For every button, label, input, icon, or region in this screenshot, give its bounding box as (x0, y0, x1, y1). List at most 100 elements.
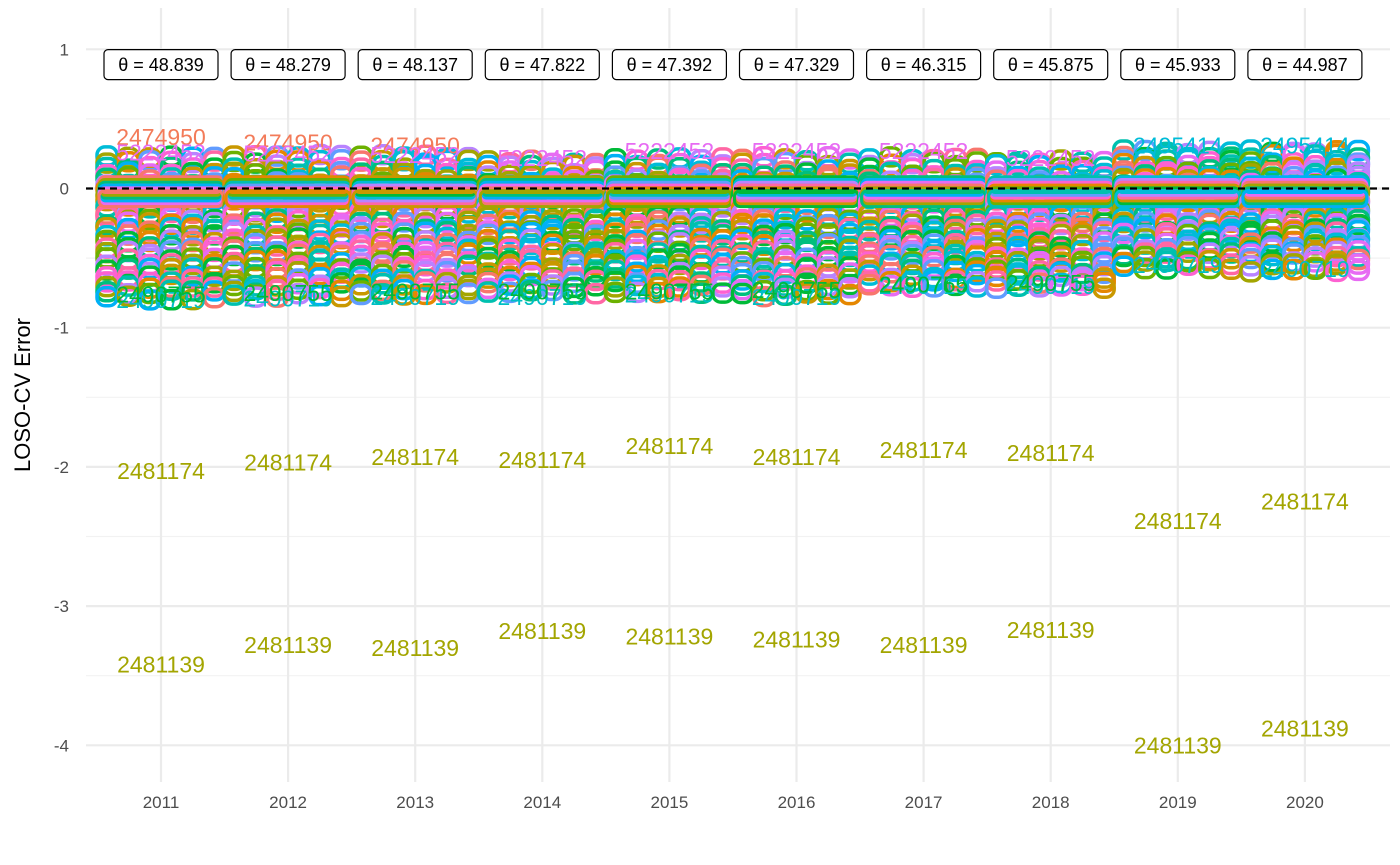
theta-label: θ = 48.137 (357, 49, 473, 81)
x-tick-label: 2020 (1286, 793, 1324, 812)
theta-box (357, 49, 473, 81)
x-tick-label: 2016 (778, 793, 816, 812)
theta-text: θ = 47.392 (627, 55, 713, 75)
station-label: 2481139 (498, 618, 586, 644)
station-cluster (984, 149, 1116, 299)
theta-text: θ = 45.933 (1135, 55, 1221, 75)
theta-box (611, 49, 728, 81)
theta-label: θ = 45.933 (1120, 49, 1236, 81)
y-axis-title: LOSO-CV Error (10, 318, 35, 472)
station-label: 2481174 (498, 447, 586, 473)
station-label-mark (1155, 258, 1179, 280)
station-label: 2481174 (117, 458, 205, 484)
station-label-clusters (95, 139, 1371, 311)
station-label: 2490719 (116, 287, 206, 313)
station-label: 2490719 (625, 281, 715, 307)
station-label: 5222452 (752, 138, 842, 164)
theta-box (230, 49, 346, 81)
theta-box (865, 49, 982, 81)
station-label-mark (265, 286, 289, 308)
y-axis-ticks: 1 0 -1 -2 -3 -4 (54, 40, 69, 755)
station-label: 2490755 (243, 280, 333, 306)
theta-label: θ = 48.839 (103, 49, 219, 81)
station-label: 2490755 (116, 281, 206, 307)
station-cluster (476, 149, 608, 305)
x-tick-label: 2017 (905, 793, 943, 812)
station-label: 2481174 (244, 450, 332, 476)
station-label: 2481174 (753, 444, 841, 470)
station-label: 2481174 (1134, 508, 1222, 534)
station-label: 2481174 (1007, 440, 1095, 466)
station-label-mark (1241, 189, 1369, 209)
station-label: 2481139 (117, 652, 205, 678)
theta-box (738, 49, 855, 81)
theta-label: θ = 47.329 (738, 49, 855, 81)
station-label-mark (838, 283, 862, 306)
theta-text: θ = 47.822 (500, 55, 586, 75)
theta-label: θ = 46.315 (865, 49, 982, 81)
station-label: 2481139 (753, 627, 841, 653)
station-cluster (603, 147, 735, 304)
station-label: 5222452 (243, 141, 333, 167)
station-label: 2490719 (752, 284, 842, 310)
station-label-mark (1092, 277, 1116, 299)
x-tick-label: 2012 (269, 793, 307, 812)
theta-box (484, 49, 600, 81)
station-cluster (730, 145, 862, 308)
theta-box (103, 49, 219, 81)
station-cluster (1239, 139, 1371, 283)
theta-label: θ = 45.875 (993, 49, 1109, 81)
station-label: 2495414 (1260, 132, 1350, 158)
station-label: 2490719 (498, 284, 588, 310)
station-label: 2490755 (879, 272, 969, 298)
x-axis-ticks: 2011 2012 2013 2014 2015 2016 2017 2018 2019 2020 (143, 793, 1324, 812)
station-label: 2481174 (371, 444, 459, 470)
theta-box (1120, 49, 1236, 81)
y-tick-label: -2 (54, 458, 69, 477)
station-label: 2490755 (1006, 270, 1096, 296)
theta-text: θ = 45.875 (1008, 55, 1094, 75)
station-label: 5222452 (116, 139, 206, 165)
x-tick-label: 2018 (1032, 793, 1070, 812)
theta-text: θ = 48.137 (372, 55, 458, 75)
theta-label-boxes: θ = 48.839 θ = 48.279 θ = 48.137 θ = 47.822… (103, 49, 1363, 81)
station-label: 2490755 (370, 279, 460, 305)
station-label: 5222452 (1006, 145, 1096, 171)
station-label-mark (1346, 219, 1371, 242)
station-label: 2481139 (625, 624, 713, 650)
y-tick-label: -4 (54, 736, 69, 755)
station-label-mark (1346, 259, 1371, 282)
station-label: 2481139 (1007, 617, 1095, 643)
theta-text: θ = 46.315 (881, 55, 967, 75)
station-label: 5222452 (370, 142, 460, 168)
theta-box (993, 49, 1109, 81)
major-gridlines (86, 8, 1390, 782)
y-tick-label: 0 (60, 180, 69, 199)
theta-label: θ = 47.822 (484, 49, 600, 81)
station-label: 2490719 (879, 273, 969, 299)
theta-text: θ = 47.329 (754, 55, 840, 75)
y-tick-label: -1 (54, 319, 69, 338)
station-label: 2490755 (625, 279, 715, 305)
x-tick-label: 2015 (650, 793, 688, 812)
station-label: 5222452 (879, 138, 969, 164)
station-label: 2490719 (1133, 252, 1223, 278)
theta-text: θ = 44.987 (1262, 55, 1348, 75)
station-label: 2481174 (880, 437, 968, 463)
station-label: 2490719 (1006, 273, 1096, 299)
theta-box (1247, 49, 1363, 81)
station-label: 2490755 (752, 277, 842, 303)
theta-label: θ = 44.987 (1247, 49, 1363, 81)
station-label: 2481174 (625, 433, 713, 459)
highlighted-station-labels: 2481174 2481174 2481174 2481174 2481174 24811… (116, 124, 1350, 758)
x-tick-label: 2011 (143, 793, 180, 812)
theta-text: θ = 48.839 (118, 55, 204, 75)
x-tick-label: 2019 (1159, 793, 1197, 812)
x-tick-label: 2014 (523, 793, 561, 812)
station-label: 5222452 (498, 145, 588, 171)
station-label: 2474950 (116, 124, 206, 150)
station-label: 2490719 (1260, 256, 1350, 282)
station-label: 2474950 (370, 132, 460, 158)
station-label-mark (1346, 139, 1371, 162)
